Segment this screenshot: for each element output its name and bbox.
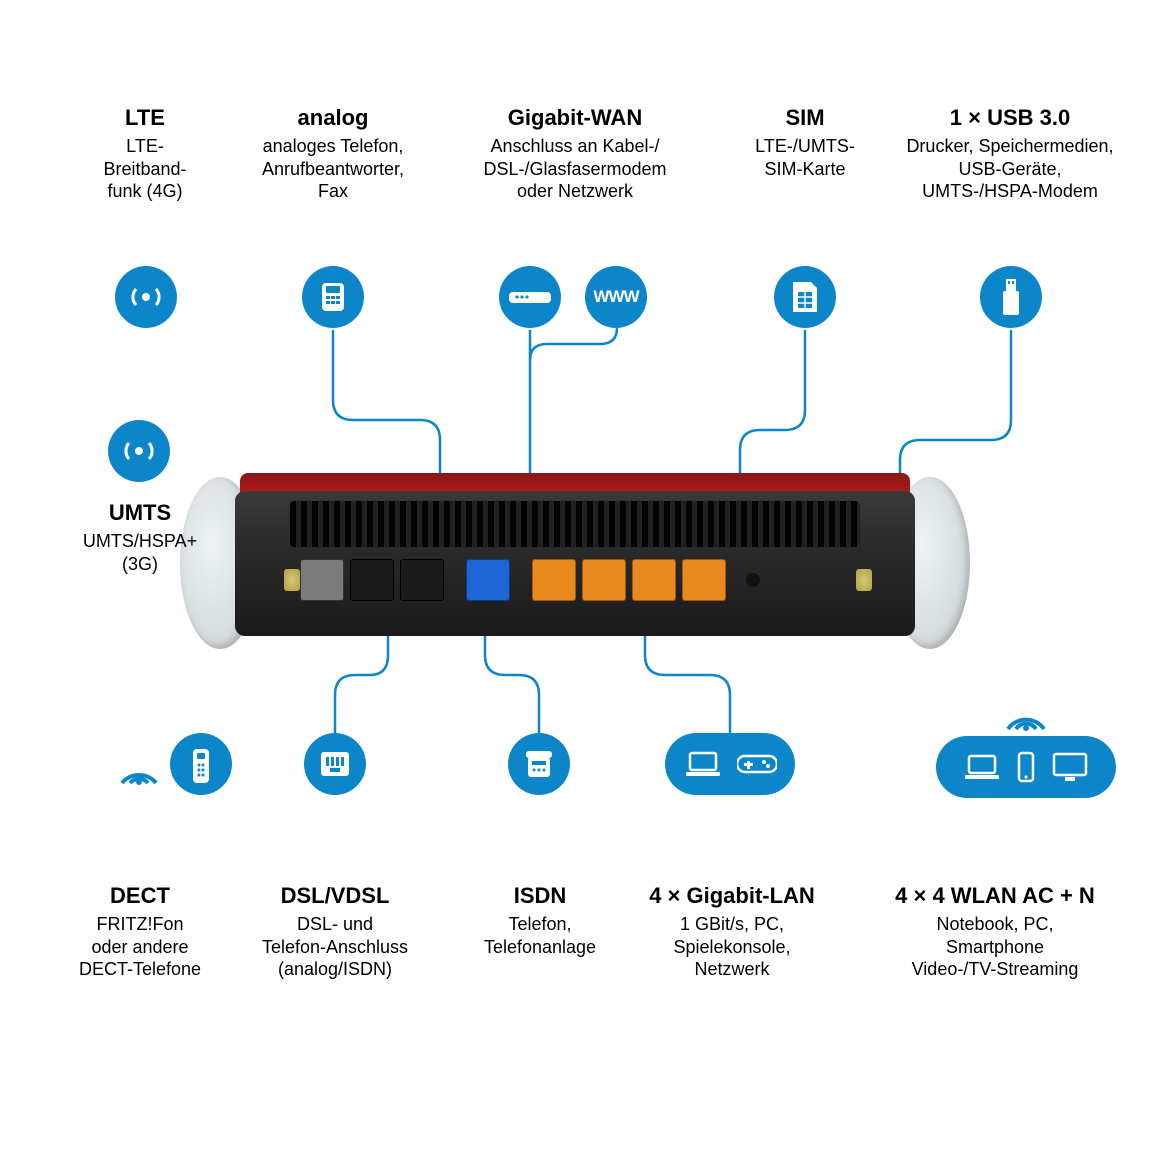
port-lan-4 (682, 559, 726, 601)
feature-title: DSL/VDSL (225, 883, 445, 909)
analog-icon (302, 266, 364, 328)
feature-desc: LTE- Breitband- funk (4G) (60, 135, 230, 203)
lan-icon (665, 733, 795, 795)
feature-desc: DSL- und Telefon-Anschluss (analog/ISDN) (225, 913, 445, 981)
feature-wan: Gigabit-WAN Anschluss an Kabel-/ DSL-/Gla… (460, 105, 690, 203)
lte-icon (115, 266, 177, 328)
port-power (746, 573, 760, 587)
wlan-icon (902, 705, 1150, 798)
port-analog-1 (350, 559, 394, 601)
antenna-connector-right (856, 569, 872, 591)
feature-analog: analog analoges Telefon, Anrufbeantworter… (228, 105, 438, 203)
dect-icon (108, 733, 232, 795)
feature-lte: LTE LTE- Breitband- funk (4G) (60, 105, 230, 203)
feature-desc: 1 GBit/s, PC, Spielekonsole, Netzwerk (622, 913, 842, 981)
port-lan-3 (632, 559, 676, 601)
feature-isdn: ISDN Telefon, Telefonanlage (460, 883, 620, 958)
usb-icon (980, 266, 1042, 328)
antenna-connector-left (284, 569, 300, 591)
feature-desc: Anschluss an Kabel-/ DSL-/Glasfasermodem… (460, 135, 690, 203)
router-device (180, 473, 970, 653)
wan-modem-icon (499, 266, 561, 328)
feature-usb: 1 × USB 3.0 Drucker, Speichermedien, USB-… (895, 105, 1125, 203)
isdn-icon (508, 733, 570, 795)
feature-desc: FRITZ!Fon oder andere DECT-Telefone (50, 913, 230, 981)
port-dsl (300, 559, 344, 601)
feature-title: 4 × Gigabit-LAN (622, 883, 842, 909)
port-lan-1 (532, 559, 576, 601)
feature-dsl: DSL/VDSL DSL- und Telefon-Anschluss (anal… (225, 883, 445, 981)
feature-title: LTE (60, 105, 230, 131)
umts-icon (108, 420, 170, 482)
feature-title: analog (228, 105, 438, 131)
feature-title: UMTS (50, 500, 230, 526)
feature-lan: 4 × Gigabit-LAN 1 GBit/s, PC, Spielekonso… (622, 883, 842, 981)
feature-desc: Notebook, PC, Smartphone Video-/TV-Strea… (870, 913, 1120, 981)
feature-desc: Drucker, Speichermedien, USB-Geräte, UMT… (895, 135, 1125, 203)
dsl-icon (304, 733, 366, 795)
router-ports (300, 559, 774, 601)
sim-icon (774, 266, 836, 328)
feature-title: ISDN (460, 883, 620, 909)
feature-dect: DECT FRITZ!Fon oder andere DECT-Telefone (50, 883, 230, 981)
port-wan (466, 559, 510, 601)
wan-www-icon: WWW (585, 266, 647, 328)
feature-umts: UMTS UMTS/HSPA+ (3G) (50, 500, 230, 575)
feature-title: DECT (50, 883, 230, 909)
feature-wlan: 4 × 4 WLAN AC + N Notebook, PC, Smartphon… (870, 883, 1120, 981)
feature-sim: SIM LTE-/UMTS- SIM-Karte (730, 105, 880, 180)
feature-title: 1 × USB 3.0 (895, 105, 1125, 131)
router-vent (290, 501, 860, 547)
feature-desc: LTE-/UMTS- SIM-Karte (730, 135, 880, 180)
feature-desc: UMTS/HSPA+ (3G) (50, 530, 230, 575)
feature-title: 4 × 4 WLAN AC + N (870, 883, 1120, 909)
feature-desc: analoges Telefon, Anrufbeantworter, Fax (228, 135, 438, 203)
feature-title: SIM (730, 105, 880, 131)
connector-wan-right (530, 328, 617, 360)
port-lan-2 (582, 559, 626, 601)
infographic-root: LTELTE- Breitband- funk (4G)analoganalog… (0, 0, 1150, 1150)
feature-desc: Telefon, Telefonanlage (460, 913, 620, 958)
feature-title: Gigabit-WAN (460, 105, 690, 131)
port-analog-2 (400, 559, 444, 601)
